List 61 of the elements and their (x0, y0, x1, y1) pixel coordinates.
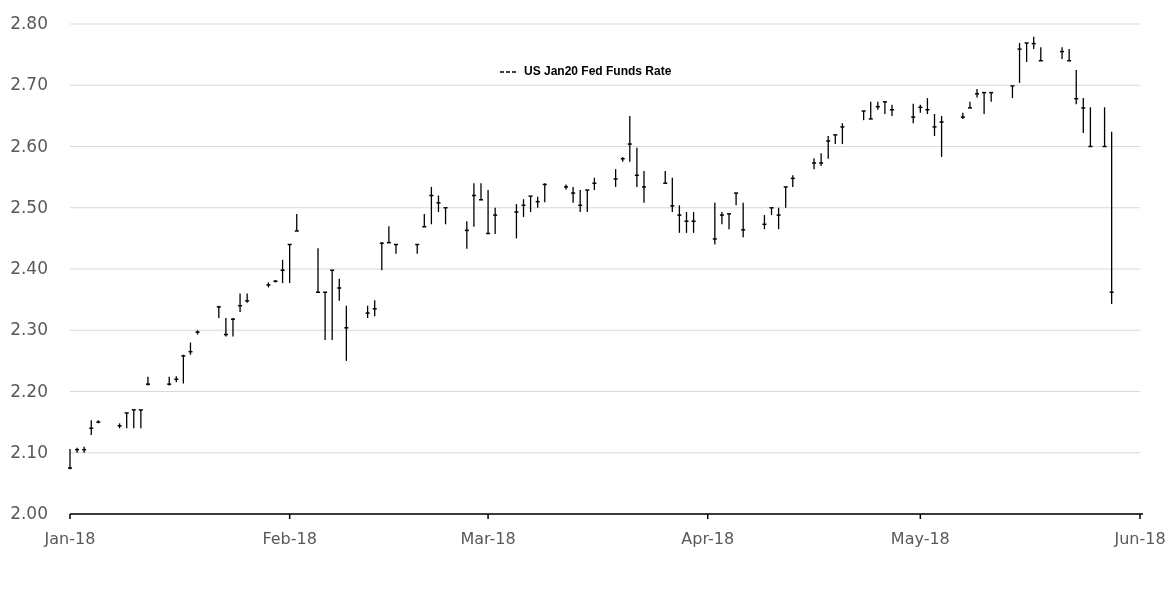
candlestick (967, 101, 973, 109)
candlestick (584, 189, 591, 213)
candlestick (1016, 42, 1023, 84)
candlestick (67, 448, 73, 470)
x-tick-label: May-18 (890, 529, 950, 548)
candlestick (513, 203, 520, 240)
candlestick (1023, 42, 1030, 63)
y-tick-label: 2.20 (10, 380, 48, 401)
candlestick (336, 278, 343, 302)
candlestick (889, 104, 895, 117)
y-tick-label: 2.70 (10, 74, 48, 95)
candlestick (938, 115, 945, 158)
candlestick (931, 113, 938, 137)
candlestick (974, 88, 980, 99)
candlestick (478, 182, 484, 201)
candlestick (733, 192, 739, 206)
candlestick (641, 170, 647, 204)
y-tick-label: 2.60 (10, 135, 48, 156)
candlestick (726, 213, 732, 230)
candlestick (782, 186, 789, 209)
x-tick-label: Jan-18 (43, 529, 96, 548)
candlestick (740, 202, 746, 238)
candlestick (669, 177, 676, 213)
candlestick (825, 135, 831, 160)
y-tick-label: 2.10 (10, 441, 48, 462)
x-tick-label: Feb-18 (262, 529, 317, 548)
y-tick-label: 2.00 (10, 503, 48, 523)
candlestick (712, 202, 718, 246)
candlestick (811, 157, 817, 170)
candlestick (1066, 48, 1072, 62)
candlestick (818, 152, 824, 167)
candlestick (131, 409, 137, 429)
candlestick (180, 354, 187, 385)
candlestick (1080, 97, 1087, 134)
candlestick (839, 122, 846, 145)
candlestick (492, 207, 498, 235)
candlestick (683, 211, 690, 234)
y-tick-label: 2.30 (10, 319, 48, 340)
candlestick (145, 376, 151, 387)
candlestick (329, 269, 335, 341)
candlestick (690, 211, 697, 234)
legend-label: US Jan20 Fed Funds Rate (524, 64, 672, 79)
y-tick-label: 2.50 (10, 196, 48, 217)
candlestick (138, 409, 144, 429)
candlestick (563, 183, 569, 191)
candlestick (627, 115, 633, 163)
candlestick (882, 101, 888, 115)
candlestick (343, 305, 350, 362)
candlestick (719, 211, 725, 225)
candlestick (910, 102, 916, 124)
candlestick (230, 317, 236, 338)
candlestick (676, 204, 683, 234)
y-tick-label: 2.80 (10, 13, 48, 33)
x-tick-label: Jun-18 (1113, 529, 1166, 548)
candlestick (570, 186, 576, 204)
y-tick-label: 2.40 (10, 258, 48, 278)
x-tick-label: Apr-18 (681, 529, 735, 548)
candlestick (775, 207, 782, 230)
x-tick-label: Mar-18 (460, 529, 516, 548)
candlestick (279, 259, 286, 284)
candlestick (237, 292, 243, 313)
